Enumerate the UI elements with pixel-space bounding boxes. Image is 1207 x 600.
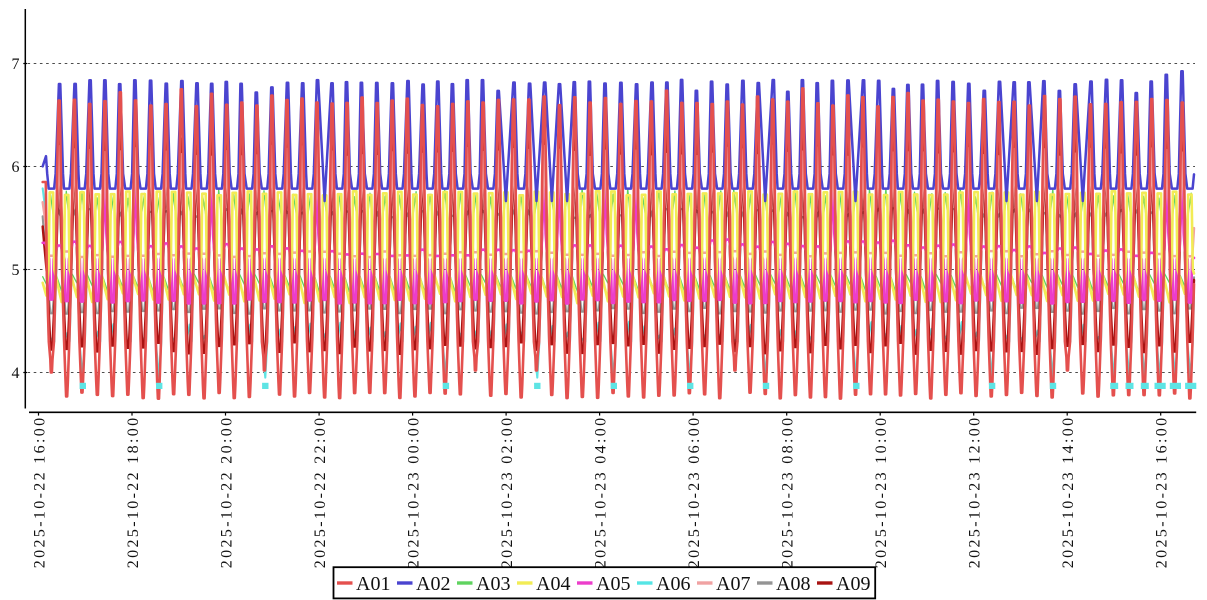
svg-text:2025-10-22 16:00: 2025-10-22 16:00 [31, 416, 48, 569]
svg-text:A03: A03 [476, 573, 510, 595]
svg-text:6: 6 [12, 159, 20, 176]
svg-text:A02: A02 [416, 573, 450, 595]
svg-text:2025-10-23 10:00: 2025-10-23 10:00 [873, 416, 890, 569]
svg-text:2025-10-23 08:00: 2025-10-23 08:00 [780, 416, 797, 569]
svg-text:2025-10-22 22:00: 2025-10-22 22:00 [312, 416, 329, 569]
svg-text:4: 4 [12, 365, 20, 382]
svg-text:5: 5 [12, 262, 20, 279]
svg-text:2025-10-23 14:00: 2025-10-23 14:00 [1060, 416, 1077, 569]
svg-text:2025-10-23 06:00: 2025-10-23 06:00 [686, 416, 703, 569]
svg-text:A06: A06 [656, 573, 690, 595]
svg-text:2025-10-23 04:00: 2025-10-23 04:00 [592, 416, 609, 569]
svg-text:2025-10-23 02:00: 2025-10-23 02:00 [499, 416, 516, 569]
svg-text:7: 7 [12, 56, 20, 73]
svg-text:2025-10-23 12:00: 2025-10-23 12:00 [967, 416, 984, 569]
svg-text:A08: A08 [776, 573, 810, 595]
svg-text:2025-10-22 20:00: 2025-10-22 20:00 [218, 416, 235, 569]
svg-text:2025-10-23 00:00: 2025-10-23 00:00 [405, 416, 422, 569]
svg-text:A01: A01 [356, 573, 390, 595]
svg-text:A09: A09 [836, 573, 870, 595]
svg-text:A05: A05 [596, 573, 630, 595]
svg-text:2025-10-22 18:00: 2025-10-22 18:00 [125, 416, 142, 569]
svg-text:2025-10-23 16:00: 2025-10-23 16:00 [1154, 416, 1171, 569]
svg-text:A07: A07 [716, 573, 750, 595]
svg-text:A04: A04 [536, 573, 570, 595]
